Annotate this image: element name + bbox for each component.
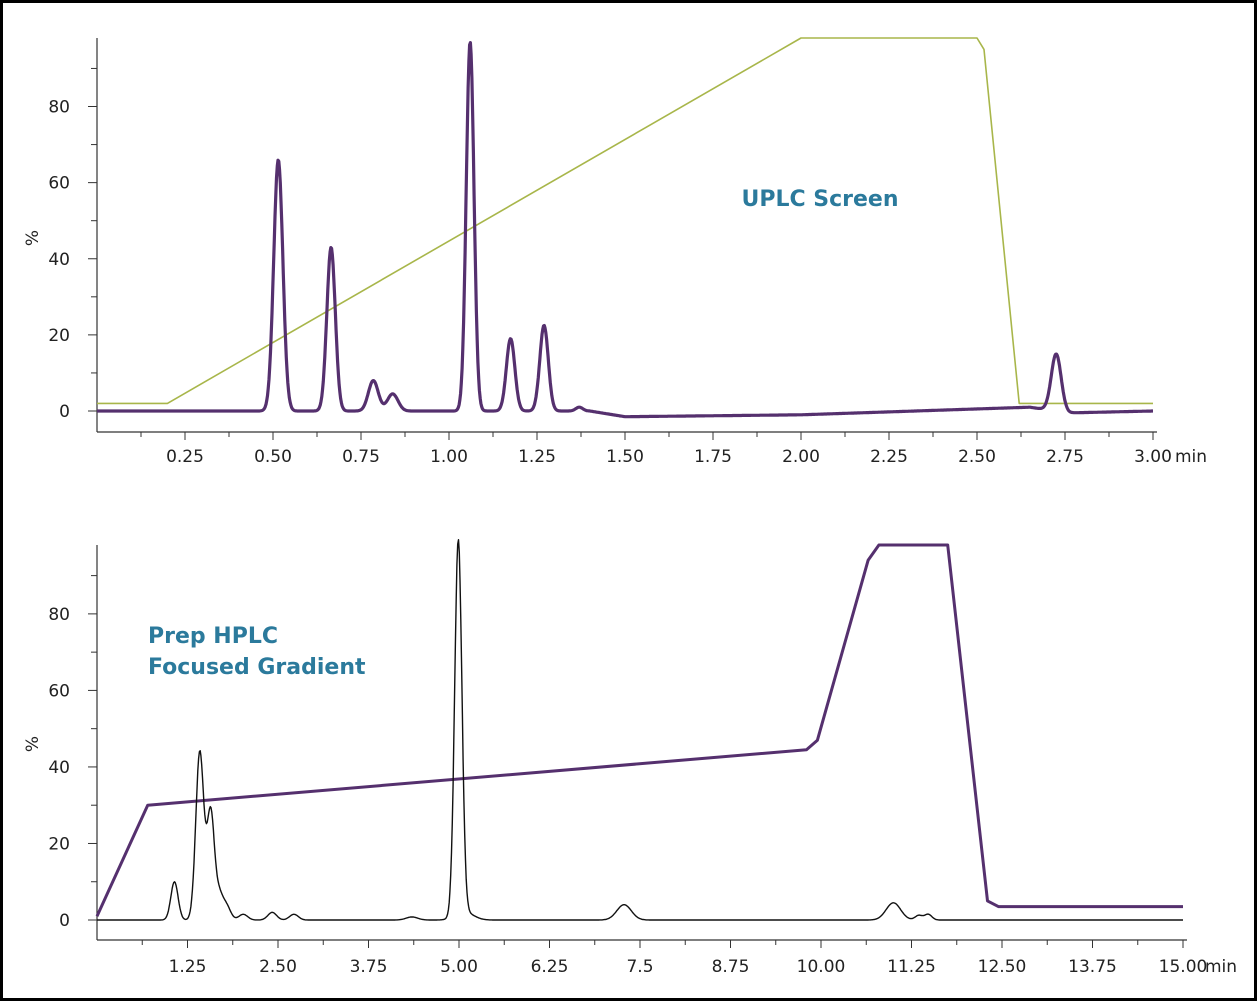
x-tick-label: 0.25 (166, 447, 204, 467)
x-tick-label: 5.00 (440, 957, 478, 977)
x-tick-label: 0.50 (254, 447, 292, 467)
x-tick-label: 6.25 (531, 957, 569, 977)
y-tick-label: 60 (48, 174, 70, 194)
x-tick-label: 3.00 (1134, 447, 1172, 467)
y-tick-label: 40 (48, 758, 70, 778)
y-axis-label: % (23, 736, 43, 752)
y-tick-label: 80 (48, 605, 70, 625)
prep-chart-title-line-1: Prep HPLC (148, 624, 278, 649)
x-tick-label: 15.00 (1159, 957, 1208, 977)
x-tick-label: 11.25 (887, 957, 936, 977)
prep-chart-title-line-2: Focused Gradient (148, 655, 366, 680)
x-axis-unit: min (1205, 957, 1237, 977)
y-tick-label: 0 (59, 911, 70, 931)
y-tick-label: 40 (48, 250, 70, 270)
y-tick-label: 80 (48, 98, 70, 118)
y-tick-label: 20 (48, 834, 70, 854)
x-tick-label: 3.75 (350, 957, 388, 977)
x-tick-label: 2.50 (958, 447, 996, 467)
x-tick-label: 8.75 (712, 957, 750, 977)
x-tick-label: 2.75 (1046, 447, 1084, 467)
x-tick-label: 0.75 (342, 447, 380, 467)
x-tick-label: 1.00 (430, 447, 468, 467)
y-tick-label: 0 (59, 402, 70, 422)
uplc-chart-title: UPLC Screen (741, 187, 898, 212)
y-tick-label: 60 (48, 681, 70, 701)
x-tick-label: 1.25 (518, 447, 556, 467)
gradient-line (95, 543, 1183, 917)
chromatogram-trace (96, 41, 1154, 419)
x-tick-label: 10.00 (797, 957, 846, 977)
gradient-line (97, 37, 1153, 405)
x-axis-unit: min (1175, 447, 1207, 467)
x-tick-label: 1.25 (169, 957, 207, 977)
x-tick-label: 2.00 (782, 447, 820, 467)
x-tick-label: 7.5 (626, 957, 653, 977)
prep-hplc-chart: Prep HPLC Focused Gradient 0 20 40 60 80% 1.2… (23, 539, 1237, 977)
x-tick-label: 13.75 (1068, 957, 1117, 977)
x-tick-label: 1.75 (694, 447, 732, 467)
y-tick-label: 20 (48, 326, 70, 346)
x-tick-label: 2.25 (870, 447, 908, 467)
chromatogram-trace (97, 539, 1183, 921)
uplc-screen-chart: UPLC Screen 0 20 40 60 80% 0.25 0.50 0.75 1.00 1.… (23, 37, 1207, 467)
x-tick-label: 12.50 (978, 957, 1027, 977)
y-axis-label: % (23, 230, 43, 246)
x-tick-label: 1.50 (606, 447, 644, 467)
x-tick-label: 2.50 (259, 957, 297, 977)
